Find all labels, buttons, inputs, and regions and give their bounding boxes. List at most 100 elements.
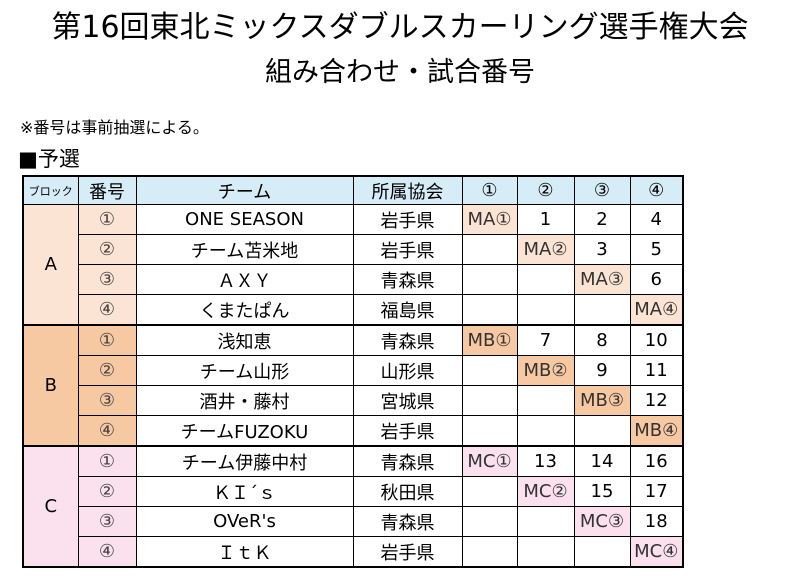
match-number-cell — [516, 264, 575, 295]
block-label: B — [22, 324, 79, 447]
team-name: OVeR's — [135, 506, 354, 537]
association: 岩手県 — [352, 204, 463, 235]
match-number-cell: 13 — [516, 445, 575, 477]
match-number-cell: 12 — [629, 385, 684, 416]
match-number-cell — [516, 536, 575, 568]
association: 宮城県 — [352, 385, 463, 416]
match-number-cell: 2 — [573, 204, 631, 235]
entry-number: ③ — [77, 506, 137, 537]
team-name: ＫＩ´ｓ — [135, 476, 354, 507]
association: 福島県 — [352, 294, 463, 326]
match-number-cell: 4 — [629, 204, 684, 235]
association: 岩手県 — [352, 234, 463, 265]
header-col-4: ④ — [629, 175, 684, 205]
table-row: B ① 浅知恵 青森県 MB① 7 8 10 — [22, 324, 684, 447]
entry-number: ① — [77, 204, 137, 235]
block-label: A — [22, 204, 79, 326]
association: 青森県 — [352, 324, 463, 356]
team-name: チーム伊藤中村 — [135, 445, 354, 477]
match-number-cell: 17 — [629, 476, 684, 507]
match-number-cell: 7 — [516, 324, 575, 356]
match-number-cell — [516, 385, 575, 416]
association: 青森県 — [352, 445, 463, 477]
self-match-cell: MA② — [516, 234, 575, 265]
self-match-cell: MB④ — [629, 415, 684, 447]
match-number-cell — [516, 294, 575, 326]
lottery-note: ※番号は事前抽選による。 — [20, 118, 209, 137]
table-body: A ① ONE SEASON 岩手県 MA① 1 2 4 ② チーム苫米地 岩手県 MA② 3 5 ③ ＡＸＹ… — [22, 204, 684, 568]
match-number-cell — [516, 415, 575, 447]
table-row: C ① チーム伊藤中村 青森県 MC① 13 14 16 — [22, 445, 684, 568]
self-match-cell: MA④ — [629, 294, 684, 326]
self-match-cell: MA③ — [573, 264, 631, 295]
table-row: ④ チームFUZOKU 岩手県 MB④ — [23, 415, 684, 447]
entry-number: ② — [77, 476, 137, 507]
entry-number: ③ — [77, 264, 137, 295]
table-row: ④ ＩｔＫ 岩手県 MC④ — [23, 536, 684, 568]
section-heading: ■予選 — [18, 147, 80, 171]
match-number-cell: 8 — [573, 324, 631, 356]
match-number-cell — [461, 234, 518, 265]
entry-number: ② — [77, 355, 137, 386]
match-number-cell — [573, 294, 631, 326]
self-match-cell: MB③ — [573, 385, 631, 416]
team-name: ＡＸＹ — [135, 264, 354, 295]
match-number-cell: 11 — [629, 355, 684, 386]
match-number-cell — [516, 506, 575, 537]
header-association: 所属協会 — [352, 175, 463, 205]
match-number-cell: 3 — [573, 234, 631, 265]
page-title: 第16回東北ミックスダブルスカーリング選手権大会 — [51, 10, 749, 45]
table-row: ② チーム山形 山形県 MB② 9 11 — [23, 355, 684, 386]
match-number-cell — [461, 506, 518, 537]
self-match-cell: MA① — [461, 204, 518, 235]
self-match-cell: MC④ — [629, 536, 684, 568]
self-match-cell: MC② — [516, 476, 575, 507]
header-team: チーム — [135, 175, 354, 205]
table-row: ③ 酒井・藤村 宮城県 MB③ 12 — [23, 385, 684, 416]
header-col-1: ① — [461, 175, 518, 205]
table-row: ② ＫＩ´ｓ 秋田県 MC② 15 17 — [23, 476, 684, 507]
table-row: ③ ＡＸＹ 青森県 MA③ 6 — [23, 264, 684, 295]
header-col-2: ② — [516, 175, 575, 205]
table-row: A ① ONE SEASON 岩手県 MA① 1 2 4 — [22, 204, 684, 326]
team-name: ONE SEASON — [135, 204, 354, 235]
table-row: ② チーム苫米地 岩手県 MA② 3 5 — [23, 234, 684, 265]
table-row: ③ OVeR's 青森県 MC③ 18 — [23, 506, 684, 537]
team-name: チーム山形 — [135, 355, 354, 386]
association: 青森県 — [352, 506, 463, 537]
self-match-cell: MB② — [516, 355, 575, 386]
draw-table: ブロック 番号 チーム 所属協会 ① ② ③ ④ A ① ONE SEASON 岩手県… — [22, 175, 684, 568]
block-label: C — [22, 445, 79, 568]
match-number-cell — [461, 476, 518, 507]
match-number-cell — [461, 415, 518, 447]
match-number-cell: 9 — [573, 355, 631, 386]
entry-number: ③ — [77, 385, 137, 416]
association: 秋田県 — [352, 476, 463, 507]
match-number-cell: 15 — [573, 476, 631, 507]
team-name: チームFUZOKU — [135, 415, 354, 447]
team-name: ＩｔＫ — [135, 536, 354, 568]
self-match-cell: MB① — [461, 324, 518, 356]
match-number-cell: 10 — [629, 324, 684, 356]
header-number: 番号 — [77, 175, 137, 205]
match-number-cell — [461, 385, 518, 416]
entry-number: ④ — [77, 415, 137, 447]
match-number-cell — [573, 415, 631, 447]
match-number-cell: 14 — [573, 445, 631, 477]
team-name: チーム苫米地 — [135, 234, 354, 265]
association: 岩手県 — [352, 415, 463, 447]
page-subtitle: 組み合わせ・試合番号 — [265, 57, 535, 88]
self-match-cell: MC③ — [573, 506, 631, 537]
association: 山形県 — [352, 355, 463, 386]
entry-number: ① — [77, 445, 137, 477]
match-number-cell — [461, 355, 518, 386]
self-match-cell: MC① — [461, 445, 518, 477]
team-name: 酒井・藤村 — [135, 385, 354, 416]
match-number-cell — [461, 294, 518, 326]
match-number-cell — [461, 264, 518, 295]
team-name: くまたぱん — [135, 294, 354, 326]
header-row: ブロック 番号 チーム 所属協会 ① ② ③ ④ — [22, 175, 684, 205]
entry-number: ④ — [77, 536, 137, 568]
header-col-3: ③ — [573, 175, 631, 205]
entry-number: ① — [77, 324, 137, 356]
